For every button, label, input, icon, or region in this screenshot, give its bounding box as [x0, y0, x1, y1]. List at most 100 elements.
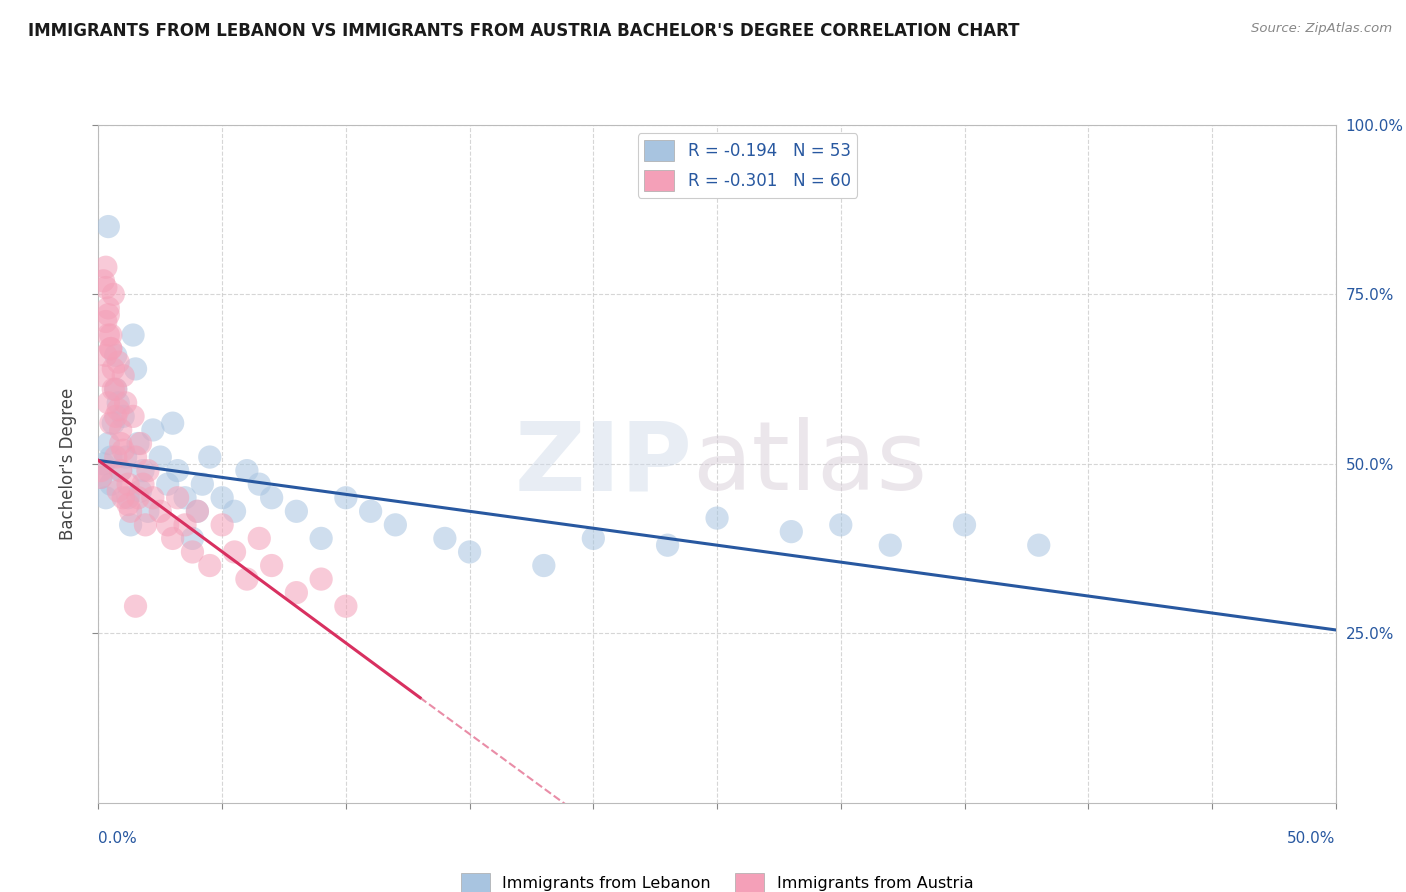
- Point: [110, 436, 132, 450]
- Point: [224, 545, 246, 559]
- Point: [94, 348, 117, 362]
- Point: [780, 524, 803, 539]
- Point: [122, 409, 145, 424]
- Text: IMMIGRANTS FROM LEBANON VS IMMIGRANTS FROM AUSTRIA BACHELOR'S DEGREE CORRELATION: IMMIGRANTS FROM LEBANON VS IMMIGRANTS FR…: [28, 22, 1019, 40]
- Point: [117, 477, 139, 491]
- Point: [384, 517, 406, 532]
- Point: [953, 517, 976, 532]
- Point: [94, 491, 117, 505]
- Point: [104, 409, 127, 424]
- Point: [120, 517, 142, 532]
- Point: [136, 504, 159, 518]
- Point: [97, 308, 120, 322]
- Point: [117, 498, 139, 512]
- Point: [100, 342, 122, 356]
- Point: [533, 558, 555, 573]
- Point: [94, 314, 117, 328]
- Point: [224, 504, 246, 518]
- Point: [103, 287, 125, 301]
- Point: [129, 483, 152, 498]
- Point: [90, 470, 112, 484]
- Point: [104, 450, 127, 464]
- Point: [458, 545, 481, 559]
- Point: [247, 532, 270, 546]
- Point: [174, 491, 197, 505]
- Point: [97, 396, 120, 410]
- Point: [657, 538, 679, 552]
- Point: [94, 260, 117, 275]
- Point: [582, 532, 605, 546]
- Text: atlas: atlas: [692, 417, 928, 510]
- Text: Source: ZipAtlas.com: Source: ZipAtlas.com: [1251, 22, 1392, 36]
- Point: [879, 538, 901, 552]
- Point: [132, 464, 155, 478]
- Point: [335, 491, 357, 505]
- Point: [142, 491, 165, 505]
- Y-axis label: Bachelor's Degree: Bachelor's Degree: [59, 388, 77, 540]
- Point: [100, 328, 122, 343]
- Point: [211, 517, 233, 532]
- Point: [162, 416, 184, 430]
- Point: [112, 368, 135, 383]
- Point: [107, 355, 129, 369]
- Point: [112, 409, 135, 424]
- Point: [149, 450, 172, 464]
- Point: [100, 477, 122, 491]
- Point: [174, 517, 197, 532]
- Point: [107, 402, 129, 417]
- Point: [122, 328, 145, 343]
- Text: 50.0%: 50.0%: [1288, 831, 1336, 846]
- Point: [142, 423, 165, 437]
- Point: [186, 504, 208, 518]
- Legend: Immigrants from Lebanon, Immigrants from Austria: Immigrants from Lebanon, Immigrants from…: [454, 867, 980, 892]
- Point: [260, 491, 283, 505]
- Point: [198, 558, 221, 573]
- Point: [90, 470, 112, 484]
- Point: [104, 382, 127, 396]
- Point: [236, 464, 259, 478]
- Point: [129, 436, 152, 450]
- Point: [127, 436, 149, 450]
- Point: [110, 423, 132, 437]
- Point: [120, 504, 142, 518]
- Point: [335, 599, 357, 614]
- Point: [236, 572, 259, 586]
- Point: [110, 464, 132, 478]
- Point: [181, 532, 204, 546]
- Point: [285, 585, 308, 599]
- Point: [103, 416, 125, 430]
- Point: [97, 328, 120, 343]
- Text: 0.0%: 0.0%: [98, 831, 138, 846]
- Point: [433, 532, 456, 546]
- Point: [134, 517, 156, 532]
- Point: [360, 504, 382, 518]
- Point: [117, 491, 139, 505]
- Point: [162, 532, 184, 546]
- Point: [100, 450, 122, 464]
- Point: [107, 483, 129, 498]
- Point: [149, 504, 172, 518]
- Point: [186, 504, 208, 518]
- Point: [830, 517, 852, 532]
- Point: [97, 301, 120, 315]
- Point: [93, 457, 115, 471]
- Point: [247, 477, 270, 491]
- Text: ZIP: ZIP: [515, 417, 692, 510]
- Point: [107, 396, 129, 410]
- Point: [309, 572, 332, 586]
- Point: [110, 464, 132, 478]
- Point: [285, 504, 308, 518]
- Point: [93, 368, 115, 383]
- Point: [166, 491, 188, 505]
- Point: [132, 477, 155, 491]
- Point: [309, 532, 332, 546]
- Point: [124, 450, 146, 464]
- Point: [114, 396, 136, 410]
- Point: [124, 362, 146, 376]
- Point: [90, 464, 112, 478]
- Point: [181, 545, 204, 559]
- Point: [97, 219, 120, 234]
- Point: [156, 477, 179, 491]
- Point: [97, 436, 120, 450]
- Point: [156, 517, 179, 532]
